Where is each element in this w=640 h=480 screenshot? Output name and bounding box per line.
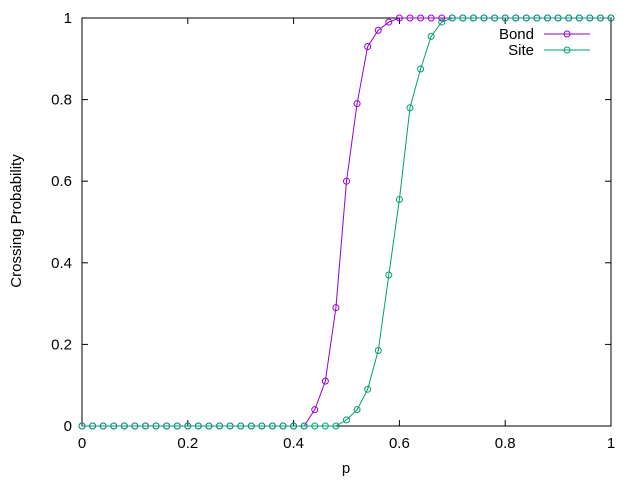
data-point-site [163, 422, 171, 430]
data-point-site [438, 18, 446, 26]
data-point-site [406, 104, 414, 112]
y-tick-label: 0 [64, 418, 72, 435]
plot-border [81, 17, 612, 427]
x-tick-label: 0 [78, 435, 86, 452]
legend-label-bond: Bond [499, 26, 534, 43]
axis-tick-labels: 0 0.2 0.4 0.6 0.8 1 0 0.2 0.4 0.6 0.8 1 [51, 10, 615, 452]
data-point-site [194, 422, 202, 430]
data-point-bond [427, 14, 435, 22]
data-point-bond [311, 406, 319, 414]
series-line-site [82, 17, 611, 427]
data-point-site [586, 14, 594, 22]
data-point-site [184, 422, 192, 430]
legend-marker-bond [563, 30, 571, 38]
data-point-site [459, 14, 467, 22]
plot-frame [81, 17, 612, 427]
x-tick-label: 0.4 [283, 435, 304, 452]
data-point-site [385, 271, 393, 279]
y-tick-label: 0.4 [51, 255, 72, 272]
data-point-site [237, 422, 245, 430]
data-point-bond [353, 100, 361, 108]
data-point-site [491, 14, 499, 22]
data-point-site [205, 422, 213, 430]
y-tick-label: 0.6 [51, 173, 72, 190]
data-point-site [417, 65, 425, 73]
data-point-site [364, 385, 372, 393]
x-tick-label: 1 [607, 435, 615, 452]
y-tick-label: 0.2 [51, 336, 72, 353]
data-point-bond [321, 377, 329, 385]
data-point-site [427, 32, 435, 40]
data-point-site [258, 422, 266, 430]
data-point-site [395, 196, 403, 204]
legend-marker-site [563, 46, 571, 54]
data-point-site [565, 14, 573, 22]
data-point-bond [343, 177, 350, 185]
data-point-site [480, 14, 488, 22]
data-point-site [120, 422, 128, 430]
data-point-site [268, 422, 276, 430]
data-point-site [290, 422, 298, 430]
series-layer [78, 14, 615, 430]
data-point-site [131, 422, 139, 430]
data-point-bond [385, 18, 393, 26]
data-point-bond [395, 14, 403, 22]
data-point-site [607, 14, 615, 22]
y-axis-label: Crossing Probability [8, 154, 25, 288]
data-point-site [533, 14, 541, 22]
data-point-site [110, 422, 118, 430]
data-point-site [469, 14, 477, 22]
data-point-bond [364, 43, 372, 51]
data-point-site [544, 14, 552, 22]
y-tick-label: 1 [64, 10, 72, 27]
legend-label-site: Site [508, 42, 534, 59]
data-point-site [374, 347, 382, 355]
data-point-bond [332, 304, 340, 312]
data-point-site [321, 422, 329, 430]
data-point-bond [374, 26, 382, 34]
x-tick-label: 0.6 [389, 435, 410, 452]
data-point-site [141, 422, 149, 430]
data-point-site [332, 422, 340, 430]
data-point-bond [417, 14, 425, 22]
data-point-site [512, 14, 520, 22]
data-point-bond [406, 14, 414, 22]
data-point-site [575, 14, 583, 22]
data-point-site [247, 422, 255, 430]
data-point-site [522, 14, 530, 22]
data-point-site [89, 422, 97, 430]
data-point-site [216, 422, 224, 430]
data-point-site [554, 14, 562, 22]
x-tick-label: 0.8 [495, 435, 516, 452]
data-point-site [501, 14, 509, 22]
data-point-site [99, 422, 107, 430]
data-point-site [353, 406, 361, 414]
axis-ticks [81, 17, 612, 427]
x-axis-label: p [342, 460, 350, 477]
y-tick-label: 0.8 [51, 92, 72, 109]
data-point-site [300, 422, 308, 430]
data-point-site [78, 422, 86, 430]
data-point-site [343, 416, 350, 424]
data-point-site [152, 422, 160, 430]
series-bond [78, 14, 615, 430]
data-point-site [279, 422, 287, 430]
data-point-site [596, 14, 604, 22]
data-point-site [226, 422, 234, 430]
series-site [78, 14, 615, 430]
data-point-site [173, 422, 181, 430]
x-tick-label: 0.2 [177, 435, 198, 452]
data-point-site [311, 422, 319, 430]
series-line-bond [82, 17, 611, 427]
data-point-site [448, 14, 456, 22]
data-point-bond [438, 14, 446, 22]
